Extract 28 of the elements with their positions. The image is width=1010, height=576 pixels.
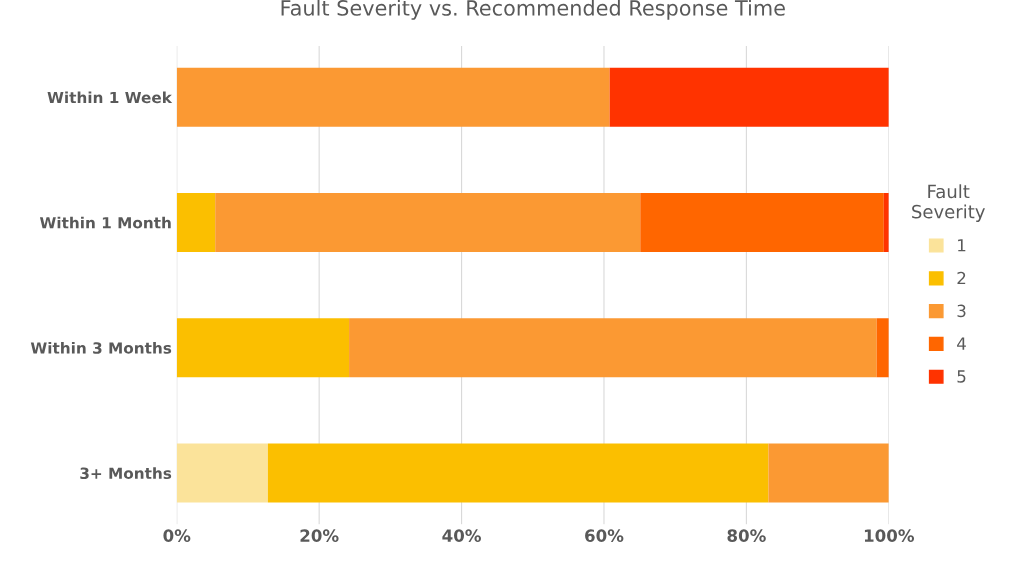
x-tick-label: 80% bbox=[727, 529, 766, 542]
bar bbox=[176, 193, 216, 252]
bar bbox=[640, 193, 884, 252]
legend-label: 1 bbox=[958, 239, 966, 252]
x-tick-label: 40% bbox=[442, 529, 481, 542]
chart-title: Fault Severity vs. Recommended Response Time bbox=[281, 0, 785, 20]
bar bbox=[215, 193, 641, 252]
bar bbox=[176, 443, 268, 503]
y-tick-label: Within 1 Week bbox=[47, 91, 173, 104]
y-tick-label: 3+ Months bbox=[80, 467, 172, 480]
legend-title: Fault Severity bbox=[912, 184, 985, 222]
bar bbox=[609, 67, 889, 127]
bar bbox=[176, 318, 350, 378]
y-tick-label: Within 3 Months bbox=[30, 341, 172, 354]
y-tick-label: Within 1 Month bbox=[39, 216, 171, 229]
bar bbox=[349, 318, 877, 378]
x-tick-label: 20% bbox=[300, 529, 339, 542]
bar bbox=[876, 318, 889, 378]
x-tick-label: 60% bbox=[585, 529, 624, 542]
x-tick-label: 100% bbox=[864, 529, 915, 542]
bar bbox=[768, 443, 889, 503]
legend-label: 3 bbox=[957, 304, 966, 318]
legend-label: 5 bbox=[957, 370, 966, 383]
legend-label: 2 bbox=[957, 271, 966, 285]
bar bbox=[267, 443, 769, 503]
legend-label: 4 bbox=[957, 337, 966, 350]
bar bbox=[176, 67, 610, 127]
x-tick-label: 0% bbox=[163, 529, 191, 542]
